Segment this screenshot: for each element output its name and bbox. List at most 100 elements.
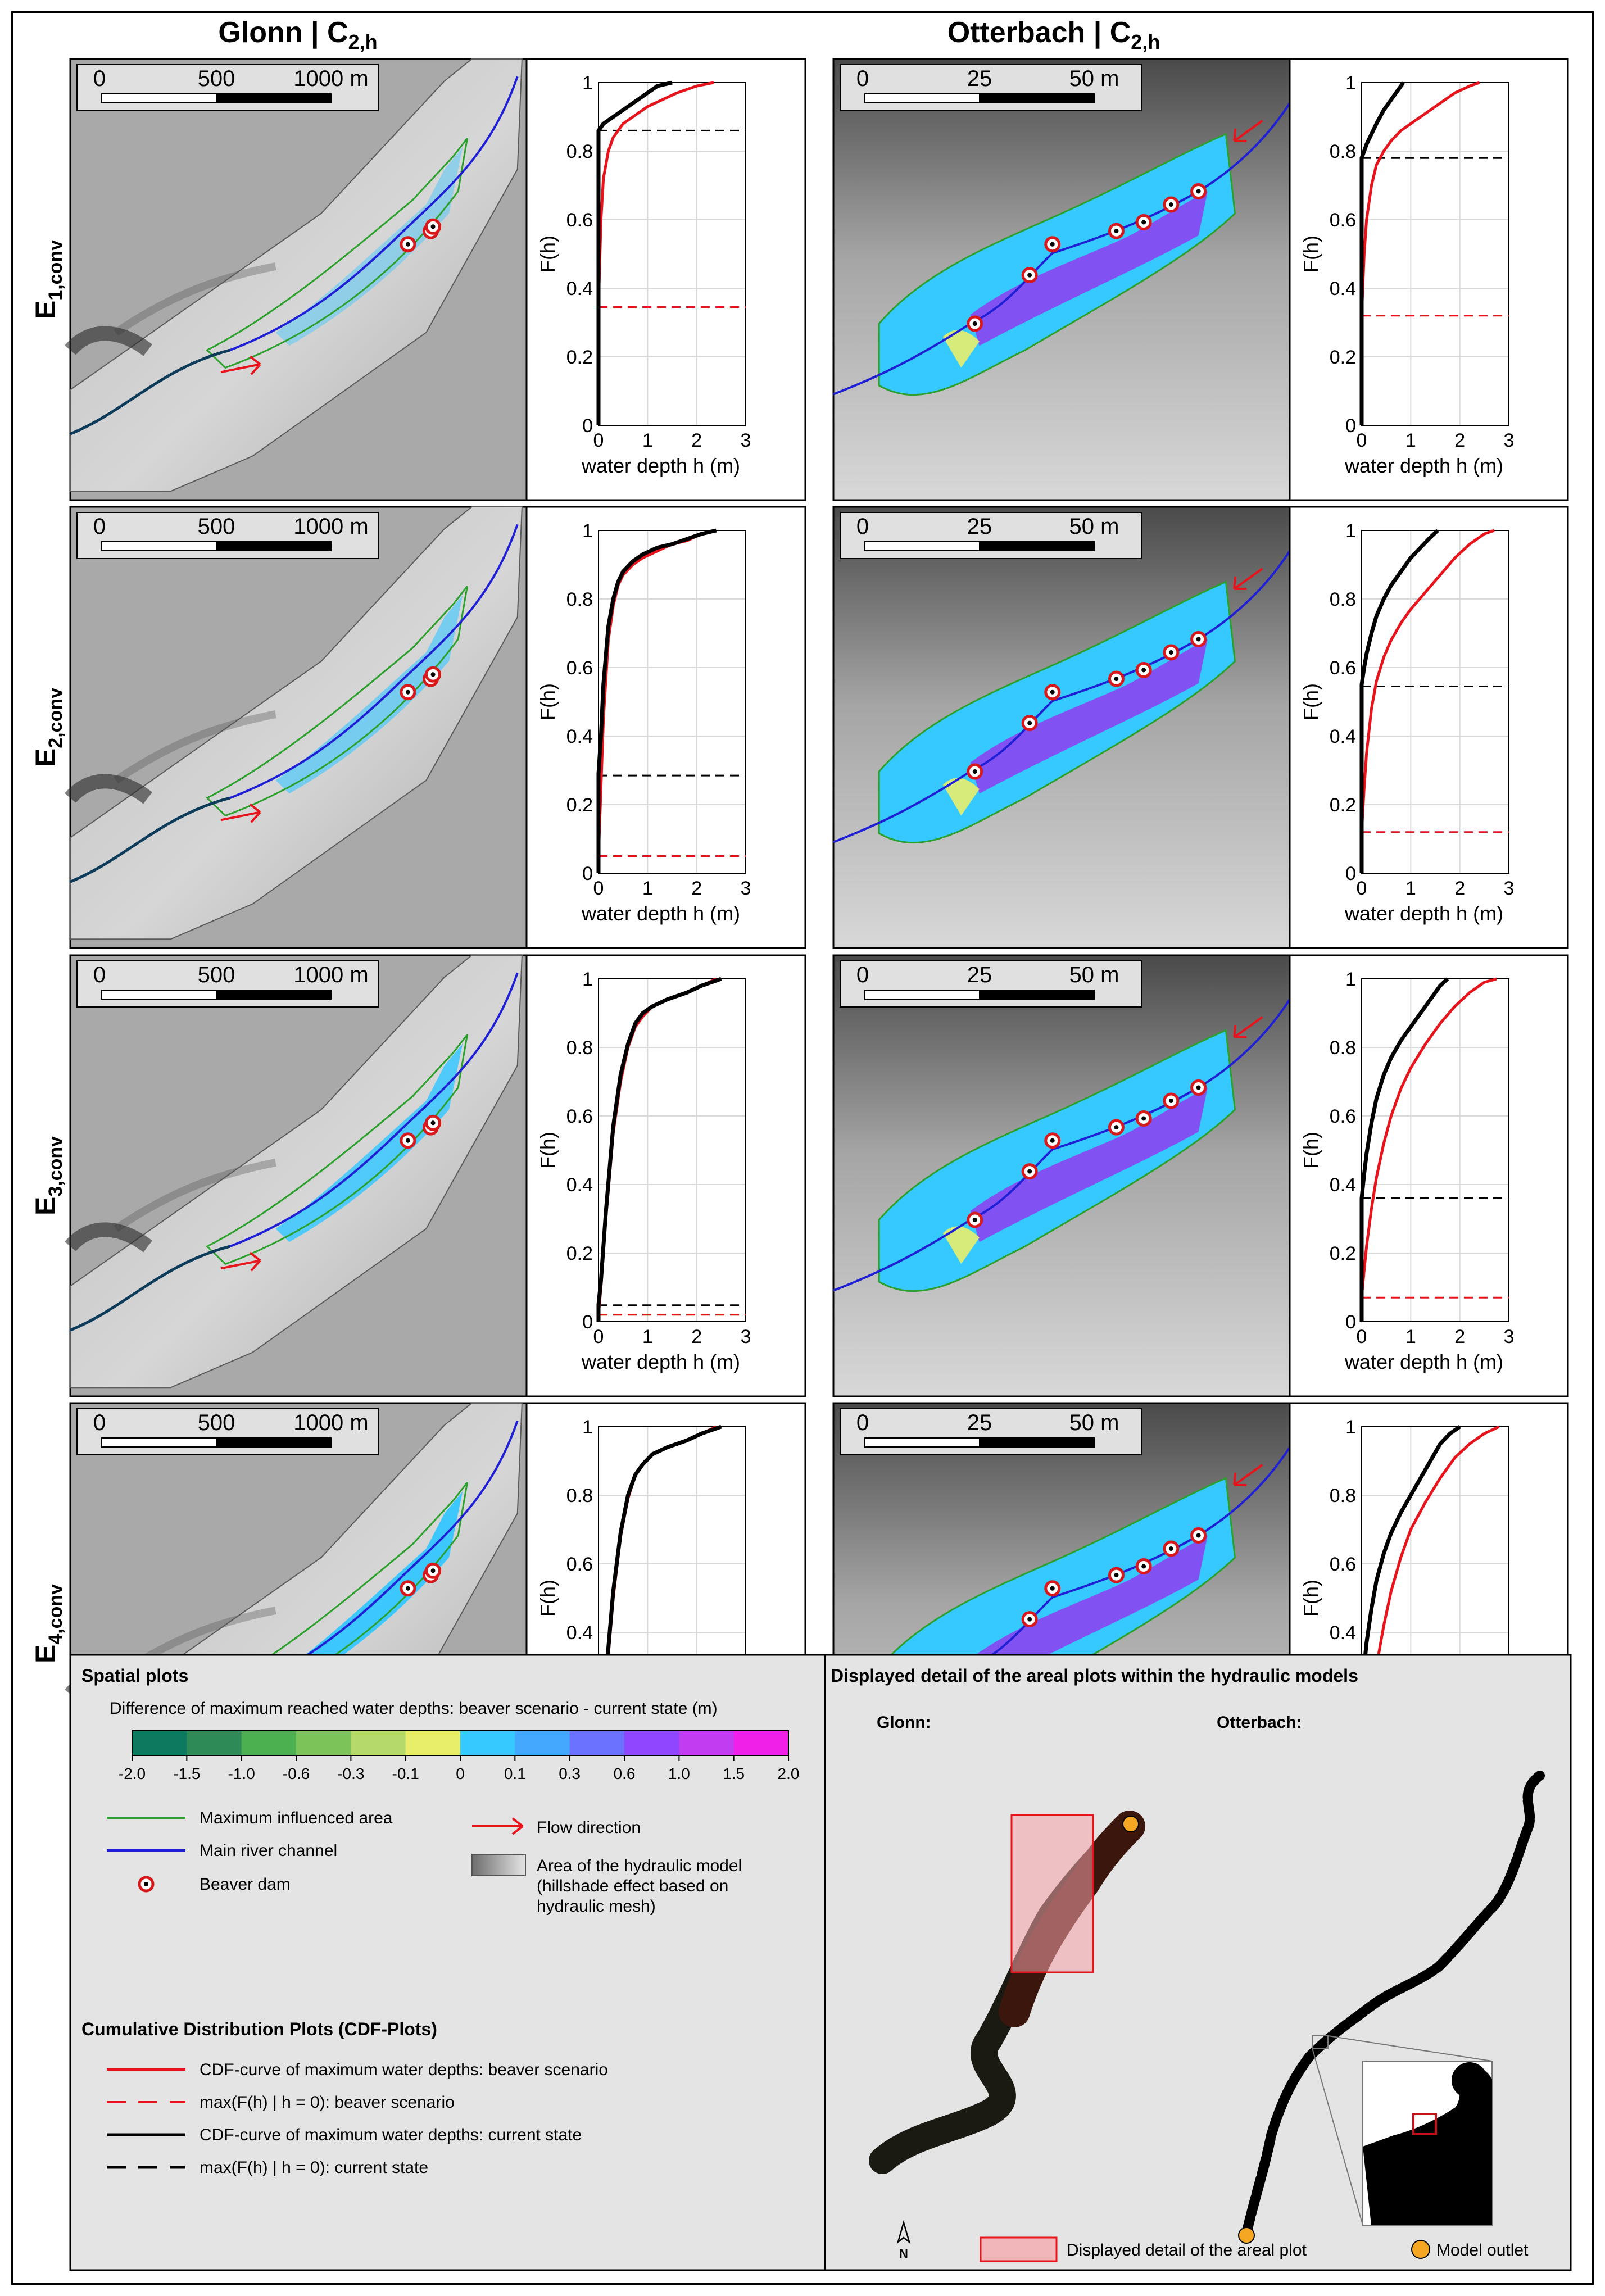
- row-label-1: E1,conv: [30, 240, 66, 319]
- glonn-model-area: [70, 58, 523, 492]
- beaver-dam-center: [1168, 202, 1173, 207]
- cdf-ytick-label: 0.8: [566, 141, 593, 162]
- scalebar-white-segment: [864, 93, 980, 103]
- scalebar-label: 50 m: [1069, 66, 1119, 91]
- cdf-ytick-label: 0.2: [1330, 795, 1356, 816]
- scalebar-white-segment: [864, 990, 980, 1000]
- beaver-dam-center: [1168, 1099, 1173, 1104]
- otterbach-negative-zone: [942, 778, 980, 816]
- cdf-panel-frame: [1289, 954, 1569, 1397]
- cdf-ytick-label: 0.8: [1330, 141, 1356, 162]
- cdf-xtick-label: 2: [1454, 430, 1465, 451]
- cdf-xtick-label: 3: [1504, 878, 1515, 899]
- row-label-main: E: [30, 1645, 61, 1663]
- legend-cdf-label: CDF-curve of maximum water depths: curre…: [200, 2126, 582, 2144]
- glonn-max-influenced-area: [206, 1034, 468, 1265]
- cdf-series-line: [1360, 529, 1495, 873]
- beaver-dam-center: [972, 1218, 977, 1222]
- colorbar: -2.0 -1.5 -1.0 -0.6 -0.3 -0.1 0 0.1 0.3 0.6 1.0 1.5…: [119, 1730, 799, 1782]
- glonn-hillshade-ridge: [114, 1159, 276, 1232]
- glonn-flooded-area: [275, 1043, 463, 1242]
- legend-detail-title: Displayed detail of the areal plots with…: [831, 1666, 1358, 1686]
- beaver-dam-center: [1141, 1564, 1146, 1569]
- otterbach-cdf-panel-1: 0 1 2 3 0 0.2 0.4 0.6 0.8 1 water depth h (m) F(h): [1289, 58, 1569, 501]
- otterbach-deep-pool: [970, 1535, 1208, 1690]
- cdf-ytick-label: 1: [1345, 969, 1356, 990]
- legend-cdf-label: CDF-curve of maximum water depths: beave…: [200, 2061, 608, 2079]
- scalebar-white-segment: [101, 93, 217, 103]
- cdf-ytick-label: 1: [582, 72, 593, 94]
- scalebar-label: 50 m: [1069, 963, 1119, 987]
- cdf-panel-frame: [1289, 506, 1569, 949]
- flow-direction-icon: [220, 803, 261, 823]
- otterbach-deep-pool: [970, 191, 1208, 346]
- beaver-dam-center: [1141, 220, 1146, 225]
- glonn-cdf-panel-2: 0 1 2 3 0 0.2 0.4 0.6 0.8 1 water depth h (m) F(h): [525, 506, 806, 949]
- cdf-ytick-label: 0.6: [1330, 210, 1356, 231]
- scalebar-label: 0: [93, 66, 106, 91]
- scalebar-black-segment: [979, 93, 1095, 103]
- scalebar-label: 0: [856, 1410, 869, 1435]
- scalebar-label: 1000 m: [293, 963, 368, 987]
- flow-direction-icon: [1233, 568, 1263, 590]
- row-label-main: E: [30, 301, 61, 319]
- colorbar-tick-label: 1.5: [723, 1765, 745, 1782]
- legend-beaver-dam-center: [144, 1882, 148, 1886]
- row-label-sub: 2,conv: [45, 688, 66, 748]
- cdf-axes-box: [1361, 978, 1509, 1322]
- glonn-max-influenced-area: [206, 138, 468, 369]
- row-label-4: E4,conv: [30, 1584, 66, 1663]
- glonn-flooded-area: [275, 595, 463, 794]
- cdf-ytick-label: 0.6: [1330, 1106, 1356, 1127]
- cdf-ylabel: F(h): [536, 235, 559, 273]
- glonn-hillshade-dark: [65, 774, 152, 804]
- legend-flow-direction-icon: [472, 1817, 524, 1835]
- beaver-dam-center: [430, 1568, 436, 1573]
- scalebar-white-segment: [101, 1437, 217, 1448]
- beaver-dam-center: [430, 224, 436, 229]
- row-label-2: E2,conv: [30, 688, 66, 767]
- glonn-model-area: [70, 506, 523, 940]
- glonn-hillshade-ridge: [114, 710, 276, 784]
- flow-direction-icon: [220, 355, 261, 375]
- colorbar-segment: [460, 1731, 515, 1755]
- beaver-dam-center: [1050, 689, 1055, 695]
- panels: 0 500 1000 m 0 1 2 3 0 0.2 0.4 0.6 0.8 1 water depth …: [65, 58, 1569, 1845]
- cdf-series-line: [1359, 529, 1439, 873]
- glonn-river-downstream: [70, 1245, 230, 1332]
- beaver-dam-center: [1027, 273, 1032, 278]
- cdf-ylabel: F(h): [536, 683, 559, 720]
- cdf-ytick-label: 0.6: [566, 1554, 593, 1575]
- scalebar-label: 50 m: [1069, 1410, 1119, 1435]
- colorbar-segment: [569, 1731, 625, 1755]
- scalebar-black-segment: [979, 990, 1095, 1000]
- cdf-series-line: [597, 81, 714, 425]
- beaver-dam-center: [405, 1138, 410, 1143]
- cdf-axes-box: [598, 530, 746, 874]
- glonn-cdf-panel-1: 0 1 2 3 0 0.2 0.4 0.6 0.8 1 water depth h (m) F(h): [525, 58, 806, 501]
- glonn-max-influenced-area: [206, 586, 468, 817]
- otterbach-zoom-line-2: [1327, 2035, 1493, 2062]
- outer-border: [11, 11, 1594, 2285]
- legend: Spatial plots Difference of maximum reac…: [69, 1654, 1572, 2271]
- legend-cdf-title: Cumulative Distribution Plots (CDF-Plots…: [81, 2019, 437, 2039]
- glonn-map-panel-1: 0 500 1000 m: [65, 58, 528, 501]
- colorbar-tick-label: 0: [456, 1765, 465, 1782]
- cdf-ytick-label: 0: [1345, 415, 1356, 437]
- colorbar-tick-label: -2.0: [119, 1765, 146, 1782]
- scalebar-white-segment: [864, 541, 980, 551]
- otterbach-main-river: [833, 999, 1291, 1292]
- colorbar-segment: [187, 1731, 242, 1755]
- column-title-glonn: Glonn | C2,h: [218, 16, 377, 53]
- beaver-dam-center: [1027, 720, 1032, 725]
- cdf-ytick-label: 0.6: [566, 210, 593, 231]
- flow-direction-icon: [1233, 120, 1263, 142]
- cdf-ytick-label: 1: [582, 520, 593, 542]
- colorbar-segment: [296, 1731, 351, 1755]
- legend-flow-direction-label: Flow direction: [537, 1818, 641, 1837]
- outlet-legend-icon: [1411, 2240, 1430, 2259]
- cdf-xtick-label: 2: [691, 430, 702, 451]
- colorbar-segment: [679, 1731, 735, 1755]
- cdf-xtick-label: 1: [642, 878, 653, 899]
